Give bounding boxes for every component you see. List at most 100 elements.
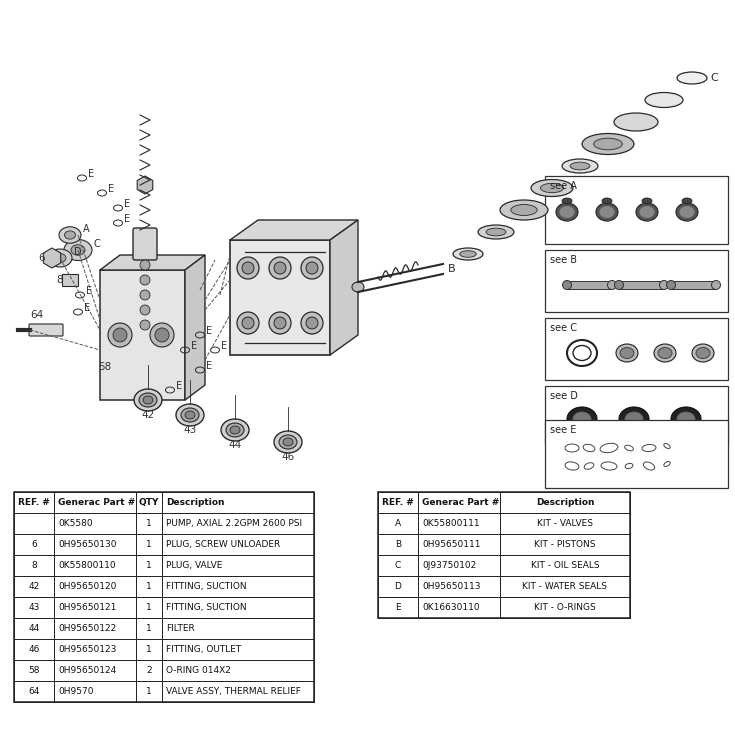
Bar — [545, 386, 728, 444]
Text: VALVE ASSY, THERMAL RELIEF: VALVE ASSY, THERMAL RELIEF — [166, 687, 301, 696]
Ellipse shape — [500, 200, 548, 220]
Ellipse shape — [453, 248, 483, 260]
Bar — [418, 513, 500, 534]
Bar — [418, 597, 500, 618]
Text: 0H95650122: 0H95650122 — [58, 624, 116, 633]
Ellipse shape — [134, 389, 162, 411]
Circle shape — [306, 262, 318, 274]
Text: Generac Part #: Generac Part # — [58, 498, 135, 507]
Text: FILTER: FILTER — [166, 624, 195, 633]
Bar — [619, 281, 664, 289]
Bar — [162, 660, 314, 681]
Text: 58: 58 — [28, 666, 40, 675]
Ellipse shape — [274, 431, 302, 453]
Ellipse shape — [48, 249, 72, 267]
Bar — [162, 576, 314, 597]
Ellipse shape — [185, 411, 195, 419]
Ellipse shape — [711, 280, 720, 289]
Ellipse shape — [181, 408, 199, 422]
Text: 1: 1 — [146, 582, 152, 591]
Bar — [62, 274, 78, 286]
Ellipse shape — [636, 203, 658, 221]
Bar — [136, 618, 162, 639]
Text: FITTING, OUTLET: FITTING, OUTLET — [166, 645, 241, 654]
Text: REF. #: REF. # — [18, 498, 50, 507]
Polygon shape — [230, 220, 358, 240]
Bar — [14, 639, 54, 660]
Ellipse shape — [540, 183, 564, 193]
Bar — [54, 576, 136, 597]
Text: see A: see A — [550, 181, 577, 191]
Ellipse shape — [279, 435, 297, 449]
Bar — [162, 492, 314, 513]
Text: E: E — [108, 184, 114, 194]
Ellipse shape — [671, 407, 701, 431]
Bar — [54, 618, 136, 639]
Bar — [136, 513, 162, 534]
Text: 0K55800110: 0K55800110 — [58, 561, 115, 570]
Text: FITTING, SUCTION: FITTING, SUCTION — [166, 582, 247, 591]
Bar — [54, 555, 136, 576]
Bar — [14, 681, 54, 702]
Bar — [14, 597, 54, 618]
Text: 46: 46 — [29, 645, 40, 654]
Circle shape — [242, 262, 254, 274]
Ellipse shape — [562, 198, 572, 204]
Bar — [136, 660, 162, 681]
Text: QTY: QTY — [139, 498, 159, 507]
Ellipse shape — [682, 198, 692, 204]
Bar — [14, 660, 54, 681]
Bar — [54, 513, 136, 534]
Ellipse shape — [478, 225, 514, 239]
Text: 0H95650124: 0H95650124 — [58, 666, 116, 675]
Ellipse shape — [667, 280, 675, 289]
Ellipse shape — [692, 344, 714, 362]
Ellipse shape — [139, 393, 157, 407]
Ellipse shape — [570, 162, 590, 170]
Text: E: E — [124, 199, 130, 209]
Text: D: D — [395, 582, 401, 591]
Text: E: E — [191, 341, 197, 351]
Bar — [14, 492, 314, 702]
Bar — [567, 281, 612, 289]
Bar — [500, 555, 630, 576]
Circle shape — [274, 262, 286, 274]
Text: B: B — [448, 264, 456, 274]
Bar — [378, 597, 418, 618]
Text: B: B — [395, 540, 401, 549]
Text: 1: 1 — [146, 519, 152, 528]
Circle shape — [301, 312, 323, 334]
Text: 43: 43 — [29, 603, 40, 612]
Bar — [378, 555, 418, 576]
Text: 46: 46 — [282, 452, 295, 462]
Text: O-RING 014X2: O-RING 014X2 — [166, 666, 231, 675]
Ellipse shape — [54, 254, 66, 263]
Circle shape — [242, 317, 254, 329]
Circle shape — [113, 328, 127, 342]
Ellipse shape — [608, 280, 617, 289]
Circle shape — [274, 317, 286, 329]
Ellipse shape — [573, 412, 591, 426]
Text: 1: 1 — [146, 624, 152, 633]
Text: 0H9570: 0H9570 — [58, 687, 93, 696]
Text: E: E — [84, 303, 90, 313]
Ellipse shape — [602, 198, 612, 204]
Ellipse shape — [616, 344, 638, 362]
Bar — [162, 534, 314, 555]
Bar — [418, 576, 500, 597]
Bar — [671, 281, 716, 289]
Bar — [14, 492, 54, 513]
Ellipse shape — [642, 198, 652, 204]
Bar — [378, 534, 418, 555]
Ellipse shape — [696, 347, 710, 358]
Text: PLUG, VALVE: PLUG, VALVE — [166, 561, 223, 570]
Text: 44: 44 — [29, 624, 40, 633]
Ellipse shape — [71, 245, 85, 255]
Bar — [54, 681, 136, 702]
Ellipse shape — [614, 113, 658, 131]
Ellipse shape — [230, 426, 240, 434]
Ellipse shape — [680, 206, 694, 217]
Text: 1: 1 — [146, 603, 152, 612]
Text: 0H95650121: 0H95650121 — [58, 603, 116, 612]
Text: 8: 8 — [31, 561, 37, 570]
